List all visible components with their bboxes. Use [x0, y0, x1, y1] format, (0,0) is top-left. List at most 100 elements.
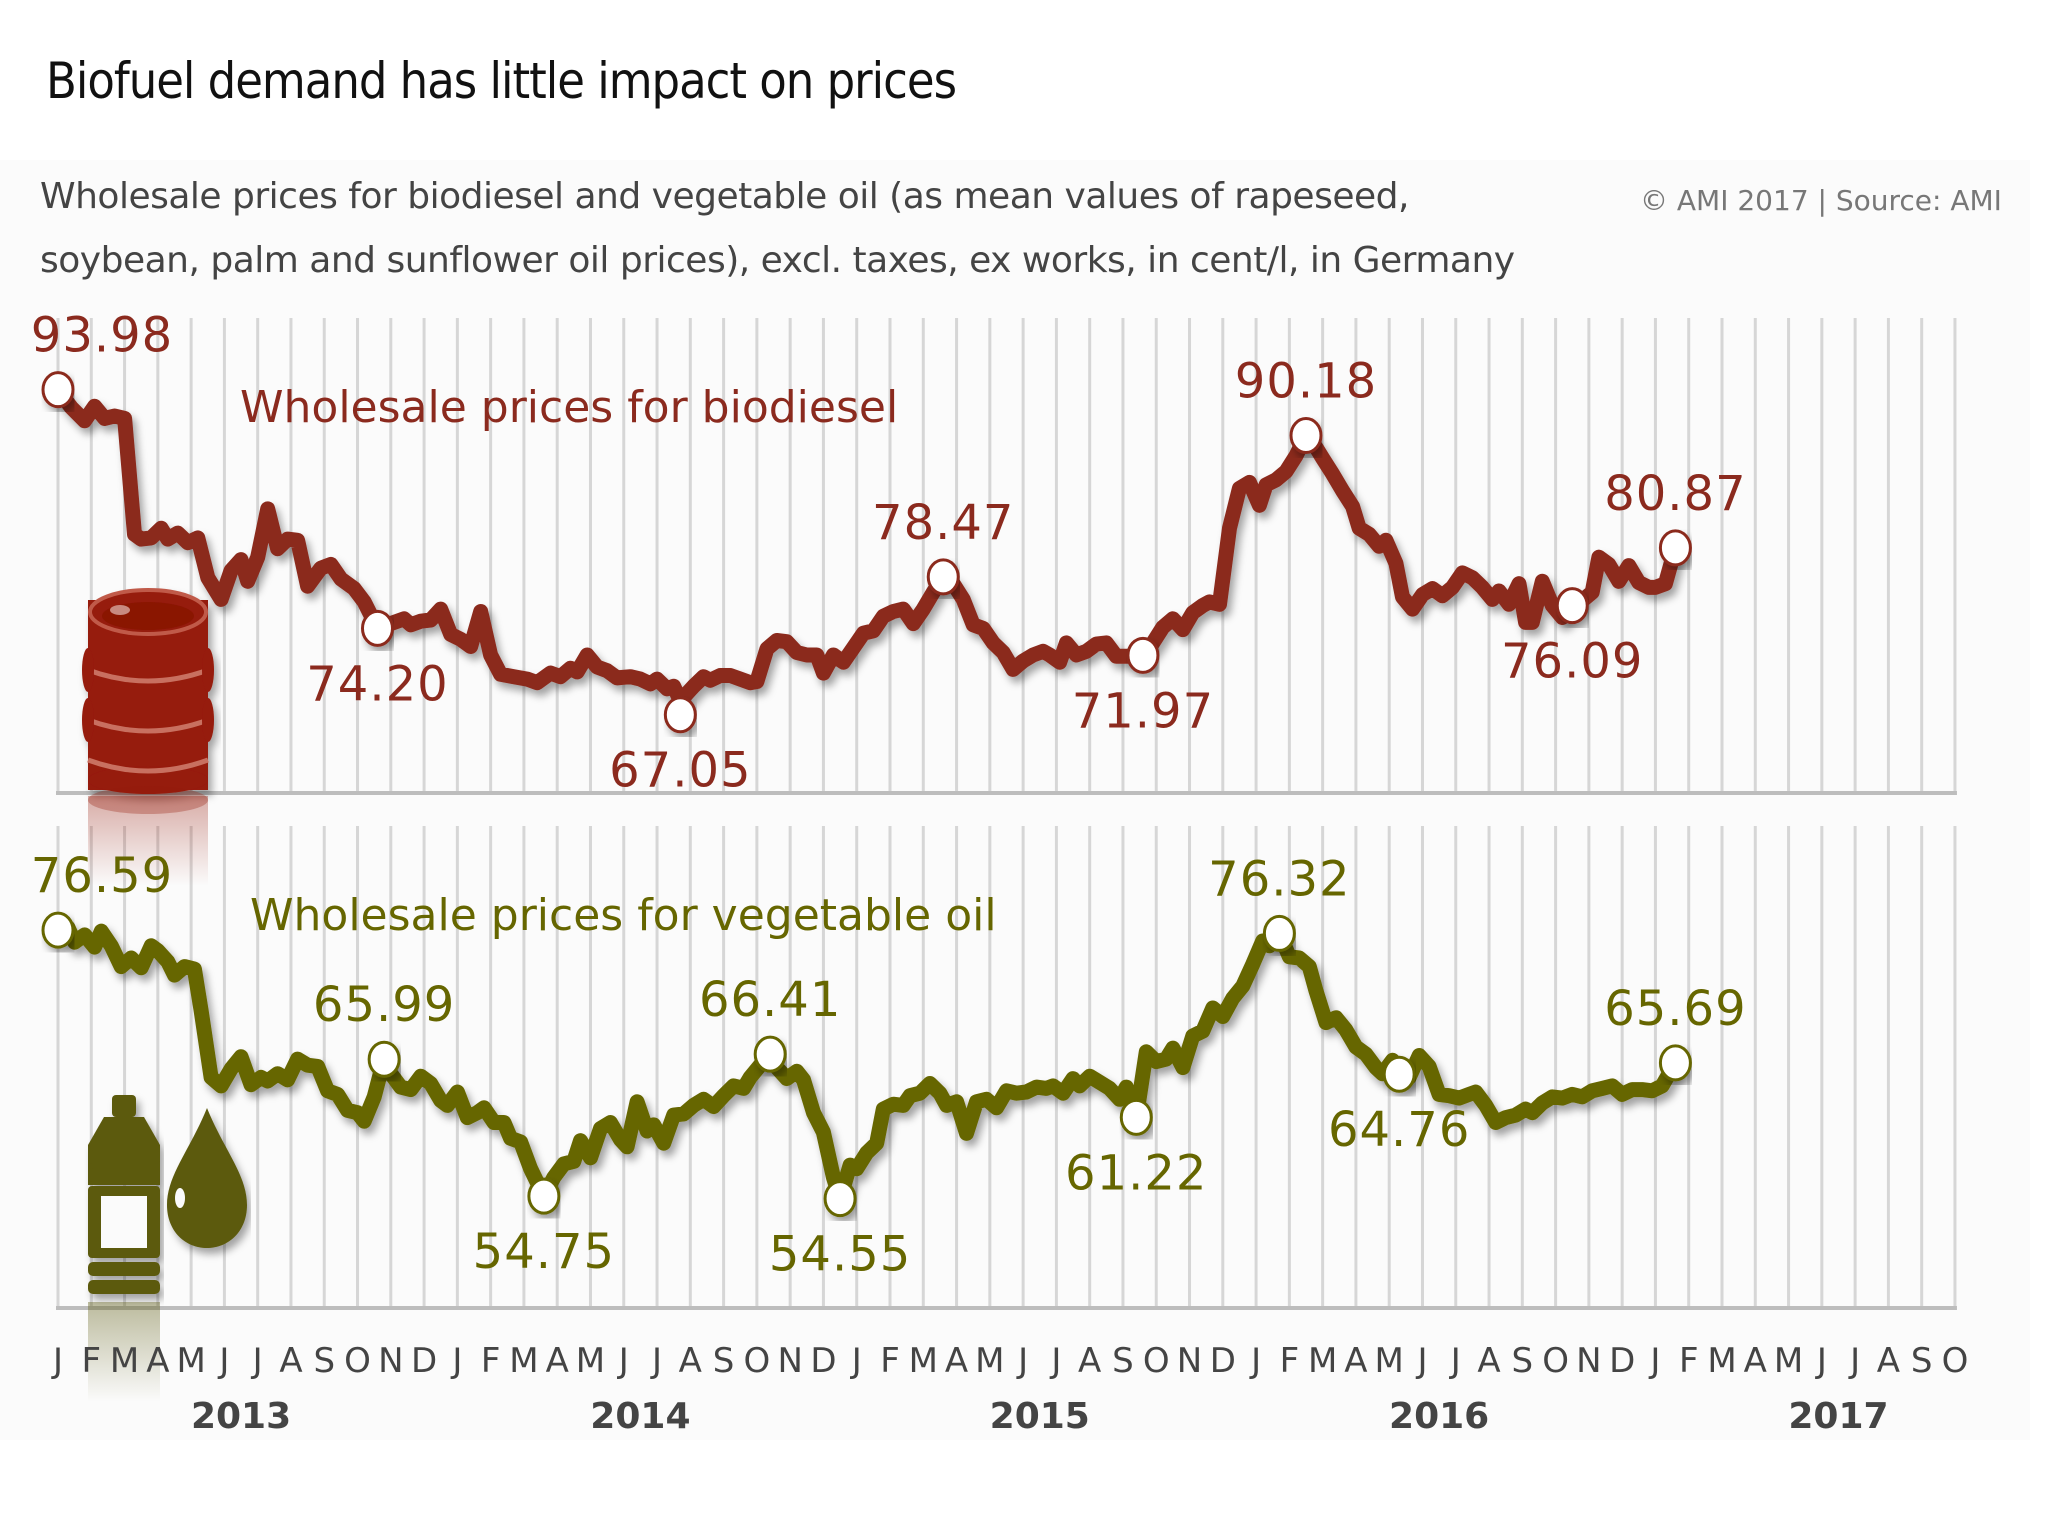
month-tick-label: A — [679, 1341, 702, 1381]
marker-point — [1555, 587, 1589, 625]
month-tick-label: M — [909, 1341, 938, 1381]
value-label: 61.22 — [1065, 1145, 1207, 1201]
marker-point — [367, 1040, 401, 1078]
oil-bottle-icon — [88, 1095, 160, 1294]
oil-bottle-reflection — [88, 1302, 160, 1402]
month-tick-label: A — [279, 1341, 302, 1381]
value-label: 76.59 — [31, 848, 173, 904]
month-tick-label: D — [1609, 1341, 1635, 1381]
month-tick-label: J — [51, 1341, 63, 1381]
marker-point — [1262, 914, 1296, 952]
value-label: 93.98 — [31, 308, 173, 364]
marker-point — [41, 911, 75, 949]
month-tick-label: O — [344, 1341, 371, 1381]
value-label: 78.47 — [872, 495, 1014, 551]
month-tick-label: M — [509, 1341, 538, 1381]
month-tick-label: J — [217, 1341, 229, 1381]
month-tick-label: M — [110, 1341, 139, 1381]
month-tick-label: S — [313, 1341, 335, 1381]
month-tick-label: F — [880, 1341, 900, 1381]
marker-point — [1382, 1055, 1416, 1093]
month-tick-label: D — [1210, 1341, 1236, 1381]
month-tick-label: O — [1542, 1341, 1569, 1381]
marker-point — [1658, 529, 1692, 567]
month-tick-label: J — [1415, 1341, 1427, 1381]
subtitle-line-2: soybean, palm and sunflower oil prices),… — [40, 240, 1515, 281]
month-tick-label: M — [576, 1341, 605, 1381]
month-tick-label: F — [81, 1341, 101, 1381]
month-tick-label: M — [1707, 1341, 1736, 1381]
year-label: 2016 — [1389, 1396, 1489, 1437]
oil-barrel-reflection — [88, 786, 208, 886]
value-label: 67.05 — [609, 743, 751, 799]
marker-point — [1119, 1098, 1153, 1136]
marker-point — [753, 1035, 787, 1073]
marker-point — [1658, 1044, 1692, 1082]
month-tick-label: A — [1078, 1341, 1101, 1381]
month-tick-label: A — [1877, 1341, 1900, 1381]
value-label: 90.18 — [1235, 354, 1377, 410]
month-tick-label: J — [617, 1341, 629, 1381]
month-tick-label: J — [1049, 1341, 1061, 1381]
marker-point — [926, 558, 960, 596]
month-tick-label: J — [850, 1341, 862, 1381]
value-label: 76.32 — [1208, 851, 1350, 907]
year-label: 2013 — [191, 1396, 291, 1437]
year-label: 2017 — [1788, 1396, 1888, 1437]
series-biodiesel: 93.98 74.20 67.05 78.47 71.97 90.18 76.09 80.87 — [31, 308, 1746, 799]
month-tick-label: J — [1449, 1341, 1461, 1381]
month-tick-label: M — [1308, 1341, 1337, 1381]
oil-drop-icon — [167, 1108, 247, 1248]
month-tick-label: J — [1648, 1341, 1660, 1381]
page-title: Biofuel demand has little impact on pric… — [46, 52, 957, 110]
month-tick-label: O — [1143, 1341, 1170, 1381]
month-tick-label: O — [1942, 1341, 1969, 1381]
marker-point — [823, 1180, 857, 1218]
series-line-biodiesel — [50, 382, 1683, 709]
value-label: 66.41 — [699, 972, 841, 1028]
month-tick-label: J — [1249, 1341, 1261, 1381]
marker-point — [1126, 636, 1160, 674]
value-label: 54.75 — [473, 1224, 615, 1280]
year-label: 2014 — [590, 1396, 690, 1437]
month-tick-label: M — [1375, 1341, 1404, 1381]
month-tick-label: A — [1477, 1341, 1500, 1381]
value-label: 80.87 — [1604, 466, 1746, 522]
month-tick-label: J — [650, 1341, 662, 1381]
chart-panel-background — [0, 160, 2030, 1440]
month-tick-label: O — [743, 1341, 770, 1381]
month-tick-label: S — [713, 1341, 735, 1381]
month-tick-label: J — [251, 1341, 263, 1381]
month-tick-label: M — [176, 1341, 205, 1381]
month-tick-label: A — [945, 1341, 968, 1381]
series-vegetable-oil: 76.59 65.99 54.75 66.41 54.55 61.22 76.32 64.76… — [31, 848, 1746, 1283]
month-tick-label: D — [810, 1341, 836, 1381]
month-tick-label: N — [1576, 1341, 1601, 1381]
value-label: 65.69 — [1604, 981, 1746, 1037]
value-label: 65.99 — [313, 977, 455, 1033]
marker-point — [360, 609, 394, 647]
month-tick-label: N — [378, 1341, 403, 1381]
month-tick-label: S — [1911, 1341, 1933, 1381]
month-tick-label: J — [450, 1341, 462, 1381]
month-tick-label: J — [1016, 1341, 1028, 1381]
value-label: 71.97 — [1072, 683, 1214, 739]
value-label: 76.09 — [1501, 634, 1643, 690]
month-tick-label: J — [1815, 1341, 1827, 1381]
month-tick-label: A — [546, 1341, 569, 1381]
month-tick-label: A — [146, 1341, 169, 1381]
month-tick-label: A — [1344, 1341, 1367, 1381]
month-tick-label: F — [1280, 1341, 1300, 1381]
value-label: 64.76 — [1328, 1102, 1470, 1158]
series-label-biodiesel: Wholesale prices for biodiesel — [240, 382, 898, 433]
marker-point — [663, 696, 697, 734]
value-label: 74.20 — [306, 656, 448, 712]
month-tick-label: S — [1112, 1341, 1134, 1381]
value-label: 54.55 — [769, 1227, 911, 1283]
source-credit: © AMI 2017 | Source: AMI — [1640, 184, 2002, 217]
month-tick-label: D — [411, 1341, 437, 1381]
marker-point — [527, 1177, 561, 1215]
month-tick-label: M — [1774, 1341, 1803, 1381]
